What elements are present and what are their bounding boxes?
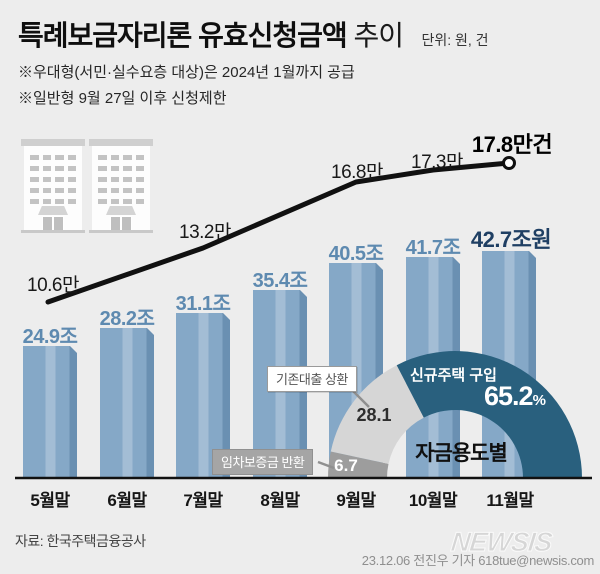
- unit-label: 단위: 원, 건: [421, 32, 489, 48]
- x-tick-label: 5월말: [30, 491, 70, 510]
- line-value-label-final: 17.8만건: [471, 132, 553, 157]
- credit-line: 23.12.06 전진우 기자 618tue@newsis.com: [361, 553, 595, 568]
- x-tick-label: 6월말: [107, 491, 147, 510]
- building-roof: [89, 139, 153, 146]
- building-roof: [21, 139, 85, 146]
- note-line-1: ※우대형(서민·실수요층 대상)은 2024년 1월까지 공급: [18, 64, 355, 81]
- building-entrance: [106, 206, 136, 230]
- callout-deposit: 임차보증금 반환: [212, 449, 314, 475]
- line-value-label: 10.6만: [27, 275, 79, 296]
- notes: ※우대형(서민·실수요층 대상)은 2024년 1월까지 공급 ※일반형 9월 …: [18, 60, 355, 112]
- title-main: 특례보금자리론 유효신청금액: [18, 20, 348, 51]
- building-icon: [21, 139, 85, 233]
- bar: [23, 346, 77, 478]
- donut-center-label: 자금용도별: [415, 442, 508, 465]
- bar-value-label: 31.1조: [175, 293, 231, 315]
- donut-value-repay: 28.1: [356, 405, 392, 425]
- building-windows: [98, 155, 144, 204]
- bar-value-label: 35.4조: [252, 270, 308, 292]
- bar: [100, 328, 154, 478]
- note-line-2: ※일반형 9월 27일 이후 신청제한: [18, 90, 227, 107]
- line-value-label: 13.2만: [179, 222, 231, 243]
- building-windows: [30, 155, 76, 204]
- x-tick-label: 7월말: [183, 491, 223, 510]
- bar-value-label: 24.9조: [22, 326, 78, 348]
- donut-label-newhome: 신규주택 구입: [410, 367, 497, 384]
- line-value-label: 17.3만: [411, 152, 463, 173]
- title-sub: 추이: [346, 20, 404, 51]
- bar-value-label: 28.2조: [99, 308, 155, 330]
- line-value-label: 16.8만: [331, 162, 383, 183]
- source-label: 자료: 한국주택금융공사: [15, 533, 146, 549]
- bar-value-label: 40.5조: [328, 243, 384, 265]
- x-tick-label: 8월말: [260, 491, 300, 510]
- x-tick-label: 11월말: [486, 491, 534, 510]
- building-entrance: [38, 206, 68, 230]
- x-tick-label: 9월말: [336, 491, 376, 510]
- trend-endpoint-marker: [502, 156, 516, 170]
- callout-repay: 기존대출 상환: [267, 366, 357, 392]
- donut-value-newhome: 65.2%: [484, 381, 546, 411]
- building-icon: [89, 139, 153, 233]
- page-title: 특례보금자리론 유효신청금액 추이 단위: 원, 건: [18, 14, 489, 54]
- donut-value-deposit: 6.7: [334, 456, 358, 475]
- bar-value-label-final: 42.7조원: [470, 227, 552, 252]
- bar-value-label: 41.7조: [405, 237, 461, 259]
- x-tick-label: 10월말: [408, 491, 458, 510]
